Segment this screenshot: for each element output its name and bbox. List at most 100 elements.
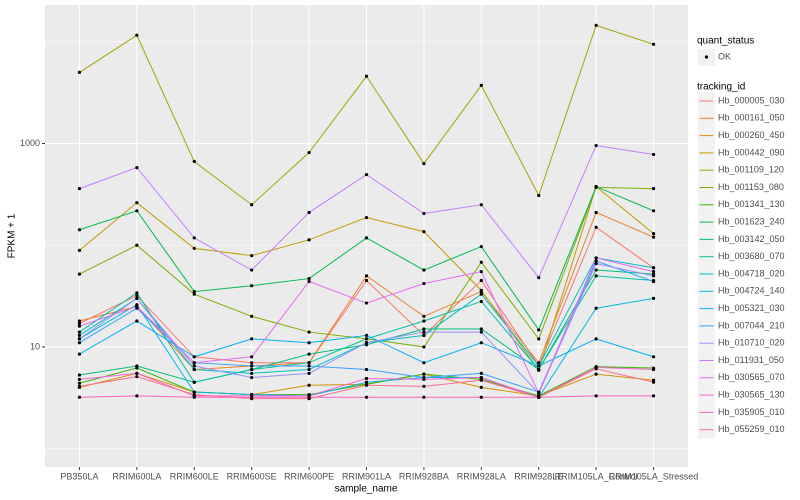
legend-label: Hb_004718_020: [718, 268, 785, 278]
point: [422, 211, 426, 216]
point: [250, 375, 254, 380]
point: [594, 225, 598, 229]
point: [307, 238, 311, 242]
point: [422, 395, 426, 399]
point: [594, 259, 598, 263]
point: [364, 172, 369, 177]
point: [192, 392, 196, 397]
point: [422, 333, 426, 337]
point: [364, 337, 369, 341]
point: [364, 333, 369, 337]
point: [479, 203, 483, 207]
point: [537, 193, 541, 198]
point: [135, 33, 139, 37]
point: [77, 319, 82, 323]
point: [537, 367, 541, 372]
point: [479, 83, 483, 87]
point: [77, 352, 82, 356]
point: [135, 319, 139, 323]
legend-label: Hb_035905_010: [718, 407, 785, 417]
point: [135, 243, 139, 247]
point: [77, 324, 82, 328]
point: [594, 268, 598, 272]
point: [135, 291, 139, 295]
point: [307, 383, 311, 387]
point: [307, 210, 311, 215]
point: [594, 274, 598, 278]
legend-label: Hb_001153_080: [718, 182, 784, 192]
legend-label: Hb_030565_130: [718, 389, 785, 399]
point: [192, 361, 196, 365]
point: [651, 270, 656, 274]
point: [651, 232, 656, 236]
point: [135, 201, 139, 205]
point: [135, 296, 139, 301]
point: [364, 380, 369, 384]
point: [307, 361, 311, 365]
point: [422, 345, 426, 349]
point: [479, 330, 483, 334]
legend-title: tracking_id: [697, 82, 745, 93]
point: [422, 319, 426, 323]
point: [364, 341, 369, 345]
legend-label: Hb_003680_070: [718, 251, 785, 261]
point: [479, 260, 483, 264]
point: [422, 384, 426, 388]
x-tick-label: RRIM901LA: [342, 471, 391, 481]
point: [537, 364, 541, 368]
point: [594, 210, 598, 215]
x-tick-label: RRIM105LA_Stressed: [609, 471, 699, 481]
point: [307, 371, 311, 375]
legend-label: Hb_030565_070: [718, 372, 785, 382]
point: [651, 235, 656, 239]
point: [250, 314, 254, 318]
legend-label: Hb_001341_130: [718, 199, 785, 209]
point: [594, 261, 598, 266]
legend-label: Hb_003142_050: [718, 234, 785, 244]
point: [307, 330, 311, 334]
point: [250, 284, 254, 288]
point: [537, 337, 541, 341]
legend-label: Hb_000005_030: [718, 95, 785, 105]
point: [422, 230, 426, 234]
point: [364, 236, 369, 240]
legend-label: Hb_010710_020: [718, 338, 785, 348]
point: [135, 375, 139, 379]
point: [422, 281, 426, 286]
point: [479, 270, 483, 274]
point: [537, 391, 541, 395]
point: [192, 236, 196, 240]
point-legend-title: quant_status: [697, 36, 754, 47]
point: [364, 367, 369, 372]
point: [364, 74, 369, 78]
point: [77, 377, 82, 381]
point: [537, 361, 541, 365]
point: [307, 341, 311, 345]
legend-label: Hb_055259_010: [718, 424, 785, 434]
point: [479, 341, 483, 345]
legend-label: Hb_007044_210: [718, 320, 785, 330]
point: [307, 397, 311, 401]
point: [192, 364, 196, 368]
point: [479, 375, 483, 380]
point: [651, 152, 656, 157]
point: [192, 367, 196, 372]
point: [77, 337, 82, 341]
legend-label: Hb_004724_140: [718, 286, 785, 296]
point: [422, 330, 426, 334]
point: [651, 355, 656, 359]
point: [192, 292, 196, 296]
point: [135, 304, 139, 309]
point: [537, 276, 541, 280]
x-tick-label: RRIM600SE: [227, 471, 277, 481]
point: [77, 187, 82, 191]
point: [250, 355, 254, 359]
x-axis-label: sample_name: [335, 484, 398, 495]
point: [192, 289, 196, 294]
point: [479, 288, 483, 292]
point: [307, 364, 311, 368]
point: [77, 321, 82, 326]
point: [135, 165, 139, 170]
point: [250, 367, 254, 372]
